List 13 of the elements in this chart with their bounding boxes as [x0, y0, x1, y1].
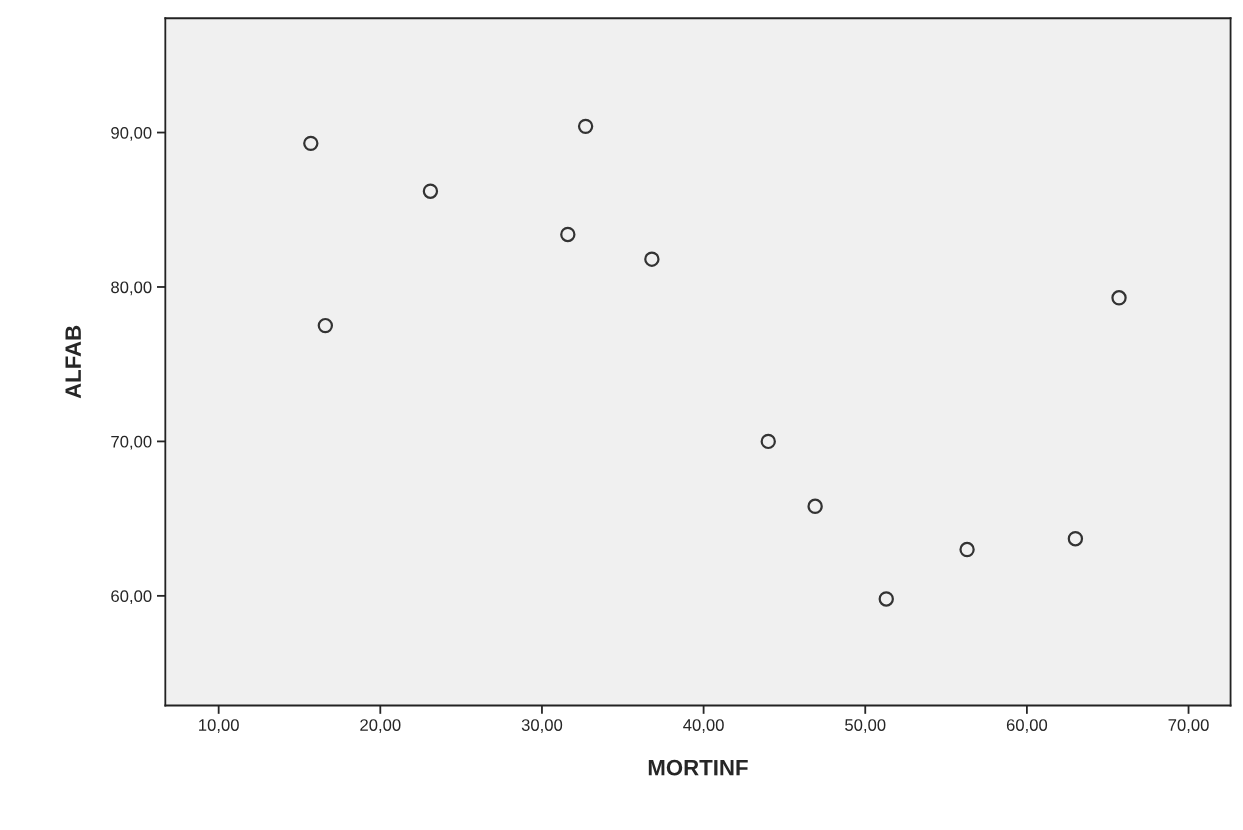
x-tick-label: 50,00 — [845, 719, 886, 733]
y-tick-label: 80,00 — [111, 281, 152, 296]
y-tick-label: 60,00 — [111, 590, 152, 605]
y-axis-title: ALFAB — [65, 325, 81, 399]
x-tick-label: 10,00 — [199, 719, 239, 733]
y-tick-label: 70,00 — [111, 435, 152, 450]
x-tick-label: 20,00 — [360, 719, 401, 733]
x-tick-label: 60,00 — [1006, 719, 1048, 733]
x-axis-title: MORTINF — [648, 759, 748, 776]
x-tick-label: 30,00 — [521, 719, 563, 733]
x-tick-label: 70,00 — [1168, 719, 1209, 733]
y-tick-label: 90,00 — [111, 126, 152, 141]
x-tick-label: 40,00 — [683, 719, 724, 733]
